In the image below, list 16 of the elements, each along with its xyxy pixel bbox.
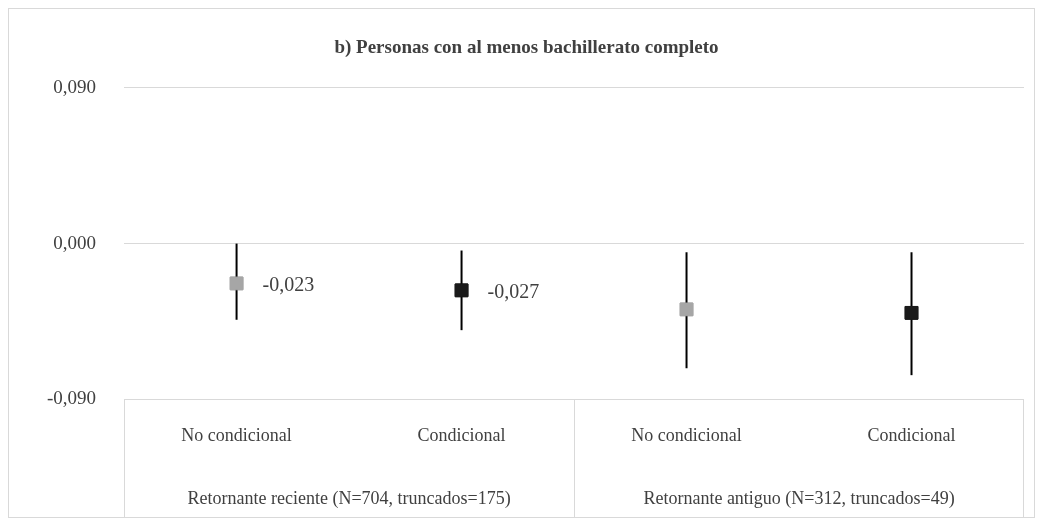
- point: [454, 283, 469, 298]
- data-label: -0,023: [262, 272, 315, 295]
- text: Retornante antiguo (N=312, truncados=49): [643, 487, 955, 509]
- y-tick-label: -0,090: [47, 387, 97, 409]
- y-tick-label: 0,090: [53, 75, 97, 97]
- x-tick-label: No condicional: [181, 424, 292, 445]
- y-tick-label: 0,000: [53, 231, 97, 253]
- point: [679, 302, 694, 317]
- x-tick-label: No condicional: [631, 424, 742, 445]
- x-tick-label: Condicional: [417, 424, 506, 445]
- text: Retornante reciente (N=704, truncados=175): [187, 487, 511, 509]
- point: [904, 305, 919, 320]
- point: [229, 276, 244, 291]
- x-tick-label: Condicional: [867, 424, 956, 445]
- chart-title: b) Personas con al menos bachillerato completo: [334, 36, 719, 59]
- data-label: -0,027: [487, 279, 540, 302]
